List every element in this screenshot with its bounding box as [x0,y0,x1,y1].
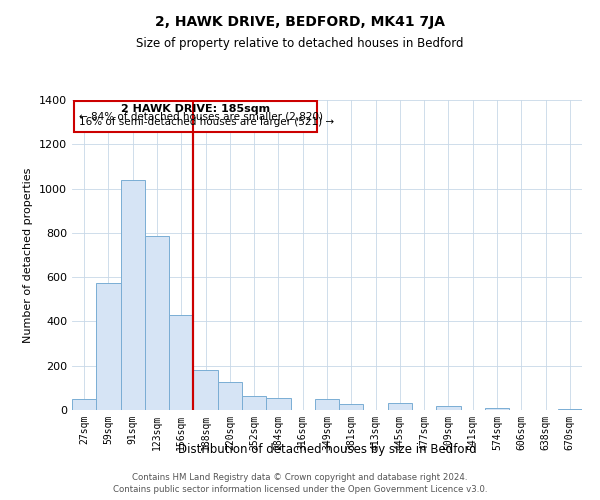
Text: Distribution of detached houses by size in Bedford: Distribution of detached houses by size … [178,442,476,456]
Bar [96,282,121,410]
Bar [218,382,242,410]
Text: Contains HM Land Registry data © Crown copyright and database right 2024.: Contains HM Land Registry data © Crown c… [132,472,468,482]
Bar [339,404,364,410]
Bar [121,180,145,410]
Bar [315,399,339,410]
Bar [145,236,169,410]
Bar [74,101,317,132]
Text: 2 HAWK DRIVE: 185sqm: 2 HAWK DRIVE: 185sqm [121,104,271,115]
Text: 2, HAWK DRIVE, BEDFORD, MK41 7JA: 2, HAWK DRIVE, BEDFORD, MK41 7JA [155,15,445,29]
Text: Contains public sector information licensed under the Open Government Licence v3: Contains public sector information licen… [113,485,487,494]
Bar [485,408,509,410]
Bar [169,315,193,410]
Bar [72,399,96,410]
Bar [242,396,266,410]
Bar [558,409,582,410]
Y-axis label: Number of detached properties: Number of detached properties [23,168,34,342]
Text: Size of property relative to detached houses in Bedford: Size of property relative to detached ho… [136,38,464,51]
Bar [436,406,461,410]
Text: 16% of semi-detached houses are larger (521) →: 16% of semi-detached houses are larger (… [79,116,334,126]
Bar [388,404,412,410]
Text: ← 84% of detached houses are smaller (2,820): ← 84% of detached houses are smaller (2,… [79,111,323,121]
Bar [193,370,218,410]
Bar [266,398,290,410]
